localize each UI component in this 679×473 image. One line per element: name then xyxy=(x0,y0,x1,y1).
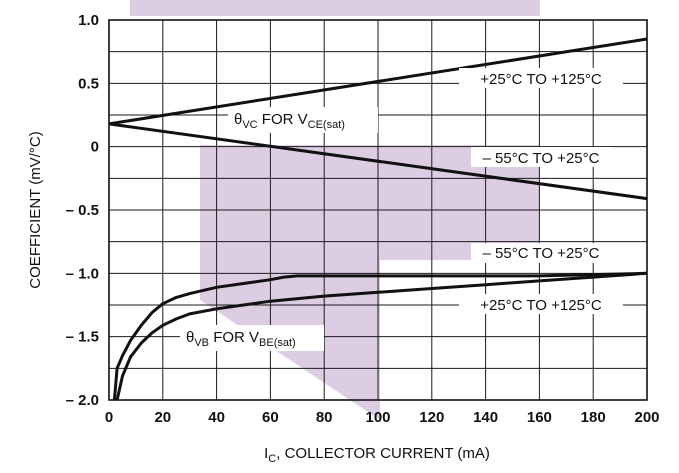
ann-bg-vc xyxy=(228,107,378,133)
watermark-shape-mid xyxy=(200,145,540,420)
series-line-2 xyxy=(108,122,648,201)
y-tick-label: 0.5 xyxy=(78,75,99,92)
series-group xyxy=(108,37,648,401)
ann-bg-bot-lower xyxy=(459,294,623,314)
ann-bg-bot-upper xyxy=(471,243,613,263)
y-tick-label: – 0.5 xyxy=(66,202,99,219)
ann-bg-vb xyxy=(180,325,324,351)
x-axis-label: IC, COLLECTOR CURRENT (mA) xyxy=(264,445,490,465)
ann-bot-upper: – 55°C TO +25°C xyxy=(483,245,600,262)
x-tick-label: 0 xyxy=(105,409,113,426)
annotations: +25°C TO +125°C θVC FOR VCE(sat) – 55°C … xyxy=(180,68,623,351)
x-tick-label: 80 xyxy=(316,409,333,426)
y-tick-label: – 2.0 xyxy=(66,392,99,409)
y-axis-label: COEFFICIENT (mV/°C) xyxy=(27,131,44,288)
tick-labels: 0 20 40 60 80 100 120 140 160 180 200 1.0 0.5 0 – 0.5 –… xyxy=(66,12,660,426)
ann-bot-lower: +25°C TO +125°C xyxy=(480,297,602,314)
ann-top-upper: +25°C TO +125°C xyxy=(480,71,602,88)
y-tick-label: 1.0 xyxy=(78,12,99,29)
x-tick-label: 200 xyxy=(634,409,659,426)
watermark-shape-top xyxy=(130,0,540,16)
ann-top-lower: – 55°C TO +25°C xyxy=(483,150,600,167)
plot-frame xyxy=(108,19,648,401)
ann-vb-label: θVB FOR VBE(sat) xyxy=(186,329,296,349)
y-tick-label: – 1.5 xyxy=(66,329,99,346)
y-tick-label: 0 xyxy=(91,139,99,156)
x-tick-label: 40 xyxy=(208,409,225,426)
x-tick-label: 140 xyxy=(473,409,498,426)
x-tick-label: 100 xyxy=(365,409,390,426)
x-tick-label: 160 xyxy=(527,409,552,426)
ann-bg-top-lower xyxy=(471,147,613,167)
x-tick-label: 20 xyxy=(154,409,171,426)
x-tick-label: 180 xyxy=(581,409,606,426)
ann-bg-top-upper xyxy=(459,68,623,88)
series-line-4 xyxy=(115,271,648,401)
x-tick-label: 60 xyxy=(262,409,279,426)
y-tick-label: – 1.0 xyxy=(66,265,99,282)
x-tick-label: 120 xyxy=(419,409,444,426)
watermark xyxy=(130,0,540,420)
series-line-3 xyxy=(112,271,648,401)
ann-vc-label: θVC FOR VCE(sat) xyxy=(234,111,345,131)
series-line-1 xyxy=(108,37,648,126)
